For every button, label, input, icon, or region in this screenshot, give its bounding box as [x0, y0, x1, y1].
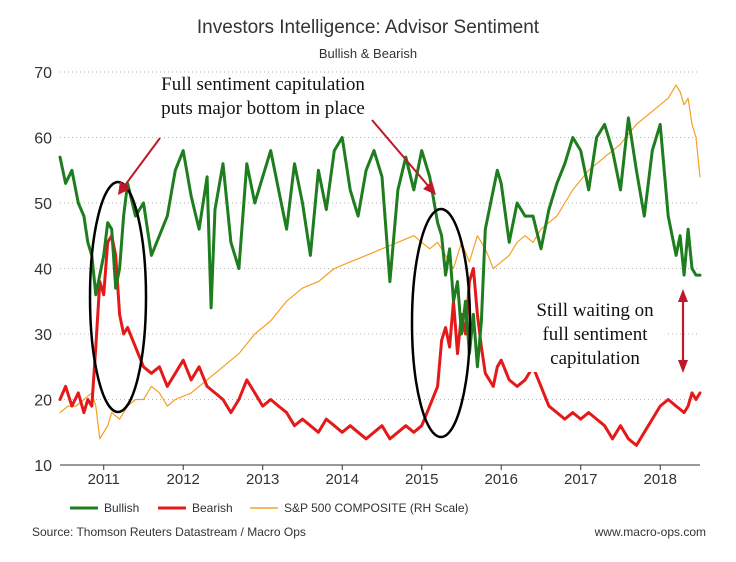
highlight-ellipse-2015: [410, 207, 472, 439]
footer-source: Source: Thomson Reuters Datastream / Mac…: [32, 525, 306, 539]
annotation-right-line-3: capitulation: [550, 348, 640, 369]
chart-title: Investors Intelligence: Advisor Sentimen…: [197, 17, 540, 38]
annotation-top-line-2: puts major bottom in place: [161, 98, 365, 119]
annotation-top-line-1: Full sentiment capitulation: [161, 74, 365, 95]
x-tick-label: 2015: [405, 471, 438, 488]
series-line-bearish: [58, 234, 702, 447]
highlight-ellipse-2011: [88, 180, 148, 414]
annotation-right-background: [523, 300, 667, 372]
series-lines: [58, 84, 702, 447]
x-tick-label: 2013: [246, 471, 279, 488]
x-tick-label: 2017: [564, 471, 597, 488]
legend: Bullish Bearish S&P 500 COMPOSITE (RH Sc…: [70, 501, 469, 515]
x-tick-label: 2011: [88, 471, 120, 488]
footer-site: www.macro-ops.com: [594, 525, 706, 539]
x-tick-label: 2014: [326, 471, 359, 488]
y-tick-label: 70: [34, 65, 52, 82]
chart-subtitle: Bullish & Bearish: [319, 46, 417, 61]
y-tick-label: 50: [34, 196, 52, 213]
series-line-bullish: [58, 116, 702, 369]
y-tick-label: 20: [34, 393, 52, 410]
gridlines: [60, 71, 700, 400]
y-tick-label: 60: [34, 131, 52, 148]
annotation-double-arrow: [678, 289, 688, 373]
y-tick-label: 10: [34, 458, 52, 475]
y-tick-label: 30: [34, 327, 52, 344]
legend-label-sp500: S&P 500 COMPOSITE (RH Scale): [284, 501, 469, 515]
x-tick-label: 2018: [644, 471, 677, 488]
annotation-arrow-right: [371, 119, 436, 195]
annotation-right-line-2: full sentiment: [542, 324, 648, 345]
annotation-right-line-1: Still waiting on: [536, 300, 654, 321]
y-tick-label: 40: [34, 262, 52, 279]
legend-label-bullish: Bullish: [104, 501, 139, 515]
y-axis: 10 20 30 40 50 60 70: [34, 65, 52, 475]
annotation-arrow-left: [118, 137, 161, 195]
x-tick-label: 2012: [167, 471, 200, 488]
x-axis: 2011 2012 2013 2014 2015 2016 2017 2018: [88, 465, 677, 488]
series-line-sp: [59, 84, 701, 440]
x-tick-label: 2016: [485, 471, 518, 488]
legend-label-bearish: Bearish: [192, 501, 233, 515]
